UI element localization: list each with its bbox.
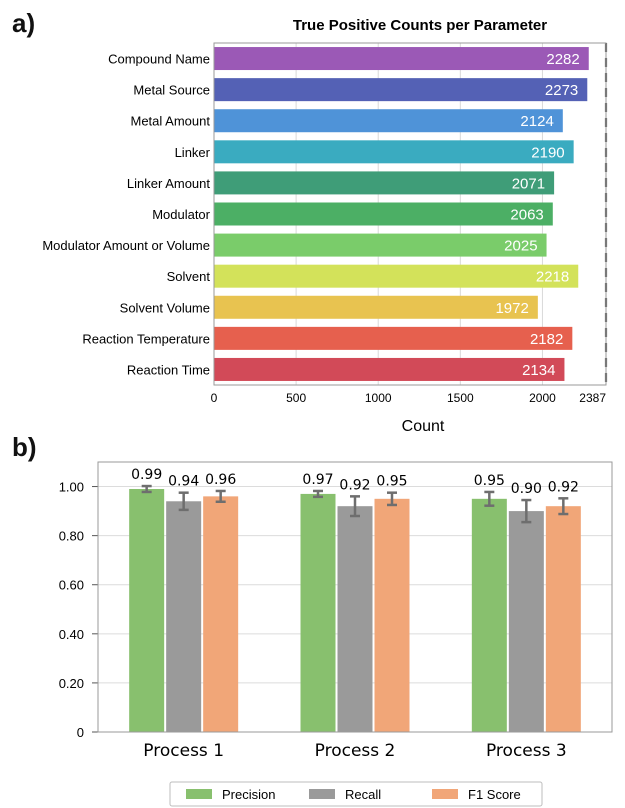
bar-recall: [337, 506, 373, 732]
y-tick-label: 0.40: [59, 627, 84, 642]
bar-value-label: 2124: [520, 113, 553, 130]
y-tick-label: 1.00: [59, 480, 84, 495]
x-category-label: Process 3: [486, 741, 567, 761]
bar-modulator-amount-or-volume: [214, 233, 547, 257]
x-tick-label: 0: [211, 391, 218, 405]
x-tick-label: 1000: [365, 391, 392, 405]
bar-precision: [129, 489, 165, 732]
category-label: Reaction Temperature: [82, 331, 210, 346]
x-tick-label: 500: [286, 391, 306, 405]
bar-reaction-temperature: [214, 326, 573, 350]
legend-label: Recall: [345, 787, 381, 802]
category-label: Compound Name: [108, 52, 210, 67]
x-tick-label: 1500: [447, 391, 474, 405]
bar-f1-score: [203, 496, 239, 732]
bar-value-label: 2218: [536, 269, 569, 286]
bar-value-label: 2182: [530, 331, 563, 348]
data-label: 0.96: [205, 472, 236, 488]
data-label: 0.94: [168, 474, 199, 490]
category-label: Reaction Time: [127, 362, 210, 377]
bar-f1-score: [545, 506, 581, 732]
category-label: Solvent Volume: [120, 300, 210, 315]
plot-frame: [97, 461, 613, 733]
category-label: Solvent: [167, 269, 211, 284]
category-label: Linker Amount: [127, 176, 210, 191]
category-label: Modulator Amount or Volume: [42, 238, 210, 253]
chart-title: True Positive Counts per Parameter: [293, 17, 547, 34]
legend-swatch: [432, 789, 458, 799]
bar-value-label: 2063: [510, 207, 543, 224]
data-label: 0.97: [302, 472, 333, 488]
y-tick-label: 0: [77, 725, 84, 740]
data-label: 0.92: [339, 477, 370, 493]
legend-swatch: [186, 789, 212, 799]
bar-value-label: 2134: [522, 362, 555, 379]
data-label: 0.95: [376, 474, 407, 490]
data-label: 0.99: [131, 467, 162, 483]
category-label: Modulator: [152, 207, 210, 222]
bar-value-label: 2282: [546, 51, 579, 68]
x-tick-label: 2000: [529, 391, 556, 405]
y-tick-label: 0.80: [59, 529, 84, 544]
bar-value-label: 2190: [531, 144, 564, 161]
bar-metal-amount: [214, 109, 563, 133]
chart-true-positive-counts: True Positive Counts per Parameter 2282 Co…: [42, 17, 608, 435]
x-category-label: Process 2: [315, 741, 396, 761]
plot-frame: [213, 42, 607, 386]
category-label: Metal Amount: [131, 114, 211, 129]
data-label: 0.95: [474, 473, 505, 489]
legend-box: [169, 781, 543, 807]
bar-metal-source: [214, 78, 588, 102]
category-label: Linker: [175, 145, 211, 160]
y-tick-label: 0.60: [59, 578, 84, 593]
bar-linker-amount: [214, 171, 555, 195]
y-tick-label: 0.20: [59, 676, 84, 691]
legend-label: Precision: [222, 787, 275, 802]
bar-value-label: 2273: [545, 82, 578, 99]
data-label: 0.92: [548, 479, 579, 495]
bar-reaction-time: [214, 357, 565, 381]
x-tick-label: 2387: [579, 391, 606, 405]
x-axis-title: Count: [402, 418, 445, 435]
bar-value-label: 2025: [504, 238, 537, 255]
bar-f1-score: [374, 498, 410, 732]
bar-value-label: 2071: [512, 175, 545, 192]
bar-modulator: [214, 202, 553, 226]
category-label: Metal Source: [133, 83, 210, 98]
bar-value-label: 1972: [495, 300, 528, 317]
bar-solvent: [214, 264, 579, 288]
panel-label-a: a): [12, 8, 36, 38]
bar-linker: [214, 140, 574, 164]
bar-recall: [166, 501, 202, 732]
panel-label-b: b): [12, 432, 37, 462]
bar-solvent-volume: [214, 295, 538, 319]
legend-label: F1 Score: [468, 787, 521, 802]
x-category-label: Process 1: [143, 741, 224, 761]
legend-swatch: [309, 789, 335, 799]
bar-recall: [508, 511, 544, 732]
bar-precision: [300, 493, 336, 732]
bar-precision: [471, 498, 507, 732]
data-label: 0.90: [511, 481, 542, 497]
bar-compound-name: [214, 47, 589, 71]
